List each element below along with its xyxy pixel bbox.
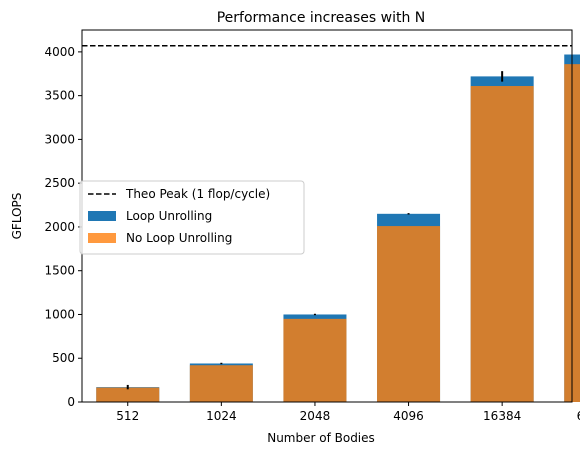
bar-no-loop-unrolling-1024 <box>189 365 253 402</box>
x-tick-label-1024: 1024 <box>206 409 237 423</box>
bar-no-loop-unrolling-2048 <box>283 318 347 402</box>
bar-no-loop-unrolling-4096 <box>377 226 441 402</box>
x-axis: 512 1024 2048 4096 16384 65536 <box>116 402 580 423</box>
y-tick-label-1500: 1500 <box>44 264 75 278</box>
error-bars-layer <box>126 71 504 390</box>
x-tick-label-512: 512 <box>116 409 139 423</box>
y-tick-label-4000: 4000 <box>44 45 75 59</box>
legend-frame <box>79 180 305 255</box>
legend-label-no-loop-unrolling: No Loop Unrolling <box>126 231 232 245</box>
x-tick-label-16384: 16384 <box>483 409 521 423</box>
y-tick-label-2000: 2000 <box>44 220 75 234</box>
legend-swatch-loop-unrolling <box>88 211 116 221</box>
x-axis-label: Number of Bodies <box>267 431 375 445</box>
y-axis: 0 500 1000 1500 2000 2500 3000 3500 4000 <box>44 45 82 409</box>
y-tick-label-2500: 2500 <box>44 176 75 190</box>
bars-layer <box>96 54 580 402</box>
y-axis-label: GFLOPS <box>10 193 24 240</box>
y-tick-label-0: 0 <box>67 395 75 409</box>
x-tick-label-4096: 4096 <box>393 409 424 423</box>
bar-no-loop-unrolling-512 <box>96 387 160 402</box>
legend-label-loop-unrolling: Loop Unrolling <box>126 209 212 223</box>
legend-label-theo-peak: Theo Peak (1 flop/cycle) <box>125 187 270 201</box>
bar-no-loop-unrolling-16384 <box>470 86 534 402</box>
legend-swatch-no-loop-unrolling <box>88 233 116 243</box>
y-tick-label-1000: 1000 <box>44 307 75 321</box>
x-tick-label-2048: 2048 <box>300 409 331 423</box>
chart-title: Performance increases with N <box>217 10 426 26</box>
y-tick-label-500: 500 <box>52 351 75 365</box>
y-tick-label-3500: 3500 <box>44 89 75 103</box>
legend: Theo Peak (1 flop/cycle) Loop Unrolling … <box>79 180 305 255</box>
y-tick-label-3000: 3000 <box>44 132 75 146</box>
x-tick-label-65536: 65536 <box>577 409 580 423</box>
